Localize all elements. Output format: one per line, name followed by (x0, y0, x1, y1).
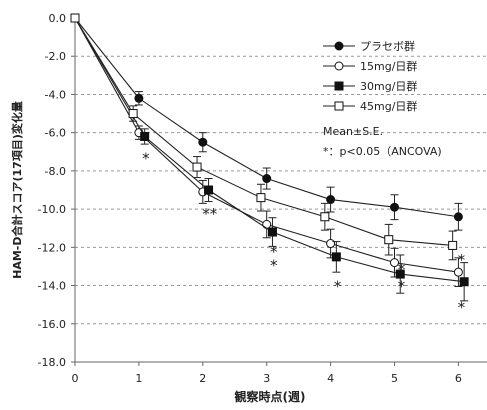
data-point (448, 240, 458, 250)
data-point (140, 131, 150, 141)
y-tick-label: -10.0 (38, 203, 66, 216)
data-point (267, 227, 277, 237)
data-point (262, 174, 272, 184)
data-point (320, 212, 330, 222)
data-point (390, 202, 399, 212)
data-point (390, 258, 399, 268)
y-tick-label: -2.0 (45, 50, 66, 63)
x-tick-label: 6 (455, 372, 462, 385)
y-tick-label: -18.0 (38, 356, 66, 369)
data-point (70, 13, 80, 23)
data-point (198, 137, 208, 147)
y-tick-label: 0.0 (49, 12, 67, 25)
y-tick-label: -8.0 (45, 165, 66, 178)
data-point (453, 212, 463, 222)
significance-marks: ********** (142, 150, 466, 317)
data-point (128, 109, 138, 119)
x-tick-label: 3 (263, 372, 270, 385)
legend: プラセボ群 15mg/日群 30mg/日群 45mg/日群 (323, 39, 417, 113)
y-axis-label: HAM-D合計スコア(17項目)変化量 (10, 101, 24, 279)
data-point (384, 235, 394, 245)
legend-item: 30mg/日群 (323, 79, 417, 93)
series (70, 13, 469, 302)
data-point (134, 93, 144, 103)
significance-asterisk: * (270, 243, 278, 261)
significance-asterisk: * (142, 150, 150, 168)
axes (74, 18, 487, 363)
y-tick-label: -14.0 (38, 280, 66, 293)
legend-label: 45mg/日群 (360, 99, 417, 113)
y-tick-label: -16.0 (38, 318, 66, 331)
y-tick-label: -6.0 (45, 127, 66, 140)
significance-asterisk: * (270, 257, 278, 275)
legend-label: 15mg/日群 (360, 59, 417, 73)
tick-labels: 0.0 -2.0 -4.0 -6.0 -8.0 -10.0 -12.0 -14.0 -16.0 -… (38, 12, 462, 385)
legend-label: プラセボ群 (360, 39, 415, 53)
x-tick-label: 4 (327, 372, 334, 385)
data-point (256, 193, 266, 203)
x-tick-label: 2 (199, 372, 206, 385)
data-point (395, 269, 405, 279)
significance-asterisk: * (458, 251, 466, 269)
significance-asterisk: * (458, 299, 466, 317)
y-tick-label: -4.0 (45, 88, 66, 101)
data-point (331, 252, 341, 262)
legend-marker (334, 61, 344, 71)
significance-asterisk: ** (202, 205, 218, 223)
x-axis-label: 観察時点(週) (235, 389, 306, 404)
data-point (262, 219, 272, 229)
data-point (326, 195, 336, 205)
legend-item: 15mg/日群 (323, 59, 417, 73)
x-tick-label: 0 (72, 372, 79, 385)
legend-label: 30mg/日群 (360, 79, 417, 93)
significance-note: *：p<0.05（ANCOVA) (323, 145, 442, 158)
significance-asterisk: * (398, 278, 406, 296)
x-tick-label: 5 (391, 372, 398, 385)
data-point (326, 239, 336, 249)
series-4 (70, 13, 458, 261)
legend-note: Mean±S.E. (323, 125, 383, 138)
data-point (192, 162, 202, 172)
data-point (204, 185, 214, 195)
series-1 (70, 13, 463, 231)
legend-item: プラセボ群 (323, 39, 415, 53)
significance-asterisk: * (334, 278, 342, 296)
y-tick-label: -12.0 (38, 241, 66, 254)
legend-marker (334, 101, 344, 111)
legend-marker (334, 41, 344, 51)
significance-asterisk: * (398, 260, 406, 278)
x-tick-label: 1 (135, 372, 142, 385)
data-point (453, 267, 463, 277)
legend-marker (334, 81, 344, 91)
legend-item: 45mg/日群 (323, 99, 417, 113)
data-point (459, 277, 469, 287)
